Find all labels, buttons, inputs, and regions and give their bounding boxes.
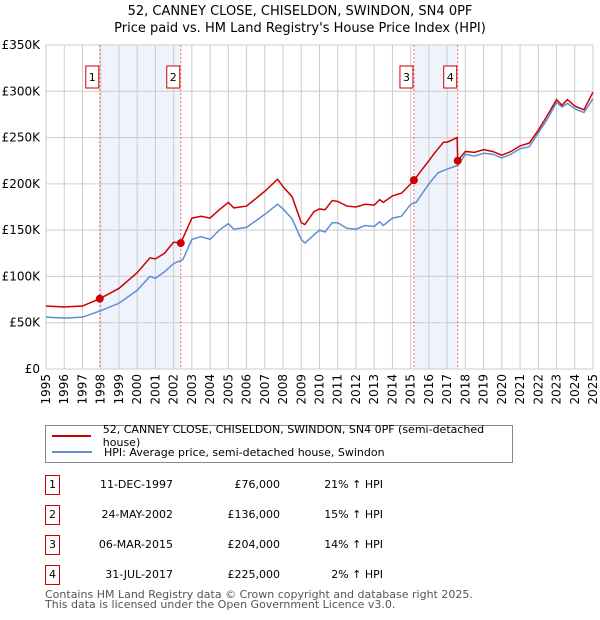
sale-label-2: 2 xyxy=(170,71,177,84)
sale-hpi-diff: 15% ↑ HPI xyxy=(324,508,383,521)
x-tick-label: 1995 xyxy=(39,374,53,405)
footer-line-1: Contains HM Land Registry data © Crown c… xyxy=(45,588,473,601)
sale-date: 31-JUL-2017 xyxy=(105,568,173,581)
sale-row: 4 31-JUL-2017 £225,000 2% ↑ HPI xyxy=(45,565,545,585)
x-tick-label: 2005 xyxy=(221,374,235,405)
chart-subtitle: Price paid vs. HM Land Registry's House … xyxy=(114,21,486,36)
sale-number-box: 3 xyxy=(45,535,60,555)
x-tick-label: 2009 xyxy=(294,374,308,405)
y-tick-label: £250K xyxy=(2,131,42,145)
x-tick-label: 2018 xyxy=(458,374,472,405)
hpi-line xyxy=(45,98,594,319)
x-tick-label: 2013 xyxy=(367,374,381,405)
sale-label-box-1 xyxy=(85,65,100,89)
x-tick-label: 2021 xyxy=(513,374,527,405)
sale-row: 3 06-MAR-2015 £204,000 14% ↑ HPI xyxy=(45,535,545,555)
sale-label-box-2 xyxy=(166,65,181,89)
y-tick-label: £200K xyxy=(2,177,42,191)
y-tick-label: £300K xyxy=(2,84,42,98)
x-tick-label: 2022 xyxy=(531,374,545,405)
sale-label-3: 3 xyxy=(403,71,410,84)
sale-label-4: 4 xyxy=(447,71,454,84)
shaded-period-2 xyxy=(413,45,458,369)
shaded-period-1 xyxy=(99,45,181,369)
x-tick-label: 2015 xyxy=(404,374,418,405)
legend-blue-line xyxy=(52,451,92,453)
legend-red-line xyxy=(52,435,91,437)
x-tick-label: 2012 xyxy=(349,374,363,405)
x-tick-label: 2007 xyxy=(258,374,272,405)
sale-hpi-diff: 2% ↑ HPI xyxy=(331,568,383,581)
y-tick-label: £150K xyxy=(2,223,42,237)
x-tick-label: 2004 xyxy=(203,374,217,405)
x-tick-label: 2011 xyxy=(331,374,345,405)
y-tick-label: £350K xyxy=(2,38,42,52)
x-tick-label: 2014 xyxy=(385,374,399,405)
x-tick-label: 2002 xyxy=(167,374,181,405)
legend: 52, CANNEY CLOSE, CHISELDON, SWINDON, SN… xyxy=(45,423,513,463)
x-tick-label: 2006 xyxy=(240,374,254,405)
sale-number-box: 1 xyxy=(45,475,60,495)
property-price-line xyxy=(45,91,594,308)
price-chart: 1995 1996 1997 1998 1999 2000 2001 2002 2003 2004… xyxy=(2,38,600,405)
sale-row: 1 11-DEC-1997 £76,000 21% ↑ HPI xyxy=(45,475,545,495)
sale-date: 24-MAY-2002 xyxy=(101,508,173,521)
x-tick-label: 2008 xyxy=(276,374,290,405)
chart-title: 52, CANNEY CLOSE, CHISELDON, SWINDON, SN… xyxy=(127,4,473,19)
x-tick-label: 2025 xyxy=(586,374,600,405)
sale-point-3 xyxy=(409,176,418,185)
sale-point-1 xyxy=(95,294,104,303)
x-tick-label: 1999 xyxy=(112,374,126,405)
sale-point-4 xyxy=(453,156,462,165)
x-tick-label: 2000 xyxy=(130,374,144,405)
sale-date: 11-DEC-1997 xyxy=(99,478,173,491)
sale-price: £204,000 xyxy=(227,538,281,551)
sale-price: £225,000 xyxy=(227,568,281,581)
legend-label-hpi: HPI: Average price, semi-detached house,… xyxy=(104,445,385,459)
x-tick-label: 2019 xyxy=(477,374,491,405)
footer: Contains HM Land Registry data © Crown c… xyxy=(45,588,473,611)
y-tick-label: £100K xyxy=(2,269,42,283)
x-tick-label: 2023 xyxy=(550,374,564,405)
sale-point-2 xyxy=(176,239,185,248)
sale-label-box-3 xyxy=(399,65,414,89)
x-tick-label: 2020 xyxy=(495,374,509,405)
x-tick-label: 1996 xyxy=(57,374,71,405)
x-tick-label: 1998 xyxy=(94,374,108,405)
x-tick-label: 2003 xyxy=(185,374,199,405)
sale-number-box: 2 xyxy=(45,505,60,525)
sale-label-box-4 xyxy=(443,65,458,89)
x-tick-label: 2010 xyxy=(313,374,327,405)
sale-row: 2 24-MAY-2002 £136,000 15% ↑ HPI xyxy=(45,505,545,525)
sale-hpi-diff: 14% ↑ HPI xyxy=(324,538,383,551)
sale-hpi-diff: 21% ↑ HPI xyxy=(324,478,383,491)
footer-line-2: This data is licensed under the Open Gov… xyxy=(45,598,396,611)
x-tick-label: 2016 xyxy=(422,374,436,405)
legend-label-property: 52, CANNEY CLOSE, CHISELDON, SWINDON, SN… xyxy=(102,423,485,449)
y-tick-label: £0 xyxy=(25,362,40,376)
sale-price: £136,000 xyxy=(227,508,281,521)
x-tick-label: 1997 xyxy=(75,374,89,405)
sale-price: £76,000 xyxy=(234,478,281,491)
y-tick-label: £50K xyxy=(9,316,41,330)
sale-date: 06-MAR-2015 xyxy=(98,538,173,551)
sale-number-box: 4 xyxy=(45,565,60,585)
x-tick-label: 2024 xyxy=(568,374,582,405)
x-tick-label: 2001 xyxy=(148,374,162,405)
x-tick-label: 2017 xyxy=(440,374,454,405)
sale-label-1: 1 xyxy=(89,71,96,84)
